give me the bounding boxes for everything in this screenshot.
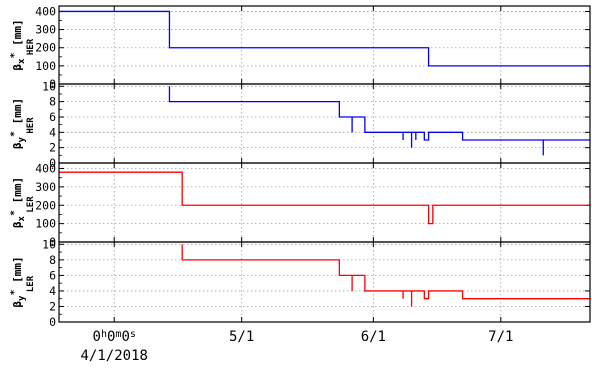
ytick-label-2-3: 300: [35, 180, 56, 194]
ylabel-sub-2: LER: [26, 196, 36, 213]
ytick-label-0-2: 200: [35, 41, 56, 55]
ylabel-1: βy* [mm]: [9, 98, 27, 149]
series-beta_x_her-0: [59, 10, 590, 67]
ytick-label-0-3: 300: [35, 23, 56, 37]
ytick-label-3-4: 8: [49, 253, 56, 267]
ytick-label-3-1: 2: [49, 299, 56, 313]
ytick-label-3-3: 6: [49, 268, 56, 282]
ylabel-sub-0: HER: [26, 38, 36, 55]
panel-frame-3: [58, 241, 591, 323]
xtick-label-3: 7/1: [488, 329, 513, 345]
series-beta_y_ler-0: [181, 244, 590, 307]
ytick-label-2-1: 100: [35, 217, 56, 231]
panel-frame-2: [58, 162, 591, 243]
xtick-label-1: 5/1: [229, 329, 254, 345]
ylabel-sub-3: LER: [26, 275, 36, 292]
ylabel-2: βx* [mm]: [9, 177, 27, 228]
ytick-label-1-0: 0: [49, 156, 56, 170]
xtick-sublabel-0: 4/1/2018: [81, 348, 148, 364]
panel-frame-1: [58, 83, 591, 164]
ytick-label-1-5: 10: [42, 79, 56, 93]
panel-beta_x_her: 0 100 200 300 400 βx* [mm] HER: [9, 4, 591, 91]
ytick-label-1-2: 4: [49, 125, 56, 139]
ytick-label-0-1: 100: [35, 59, 56, 73]
panel-frame-0: [58, 5, 591, 85]
ytick-label-2-0: 0: [49, 235, 56, 249]
ytick-label-1-4: 8: [49, 95, 56, 109]
ytick-label-3-5: 10: [42, 237, 56, 251]
ytick-label-0-0: 0: [49, 77, 56, 91]
ytick-label-1-1: 2: [49, 141, 56, 155]
xtick-label-0: 0h0m0s: [93, 329, 136, 345]
ytick-label-0-4: 400: [35, 4, 56, 18]
ytick-label-3-2: 4: [49, 284, 56, 298]
ytick-label-2-4: 400: [35, 162, 56, 176]
panel-beta_y_ler: 0 24 68 10 βy* [mm] LER: [9, 237, 591, 329]
ytick-label-1-3: 6: [49, 110, 56, 124]
panel-beta_x_ler: 0 100 200 300 400 βx* [mm] LER: [9, 162, 591, 249]
xtick-label-2: 6/1: [361, 329, 386, 345]
series-beta_x_ler-0: [59, 171, 590, 225]
ylabel-sub-1: HER: [26, 117, 36, 134]
ylabel-3: βy* [mm]: [9, 256, 27, 307]
ylabel-0: βx* [mm]: [9, 19, 27, 70]
ytick-label-2-2: 200: [35, 198, 56, 212]
ytick-label-3-0: 0: [49, 315, 56, 329]
series-beta_y_her-0: [168, 86, 590, 156]
